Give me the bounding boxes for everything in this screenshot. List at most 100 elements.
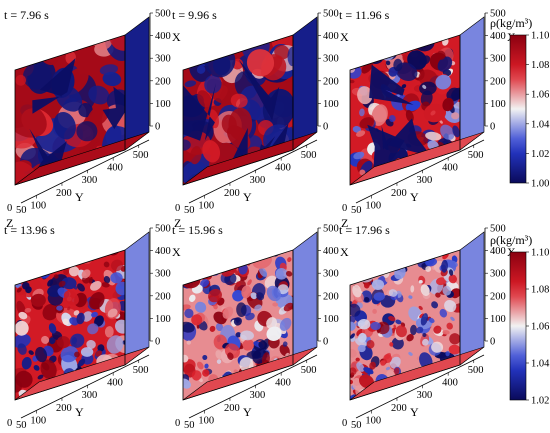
structure <box>353 151 365 160</box>
z-tick-label: 50 <box>16 420 27 431</box>
structure <box>416 254 422 260</box>
structure <box>425 266 432 272</box>
y-axis-label: Y <box>410 190 419 204</box>
structure <box>76 312 85 325</box>
structure <box>265 391 274 397</box>
z-tick-label: 0 <box>7 418 12 429</box>
structure <box>202 140 221 163</box>
y-tick-label: 300 <box>417 390 433 401</box>
structure <box>351 253 365 267</box>
structure <box>397 250 407 258</box>
x-tick-label: 300 <box>155 54 171 65</box>
structure <box>104 326 114 338</box>
structure <box>197 90 212 108</box>
structure <box>81 269 91 279</box>
structure <box>216 359 222 364</box>
structure <box>213 304 218 310</box>
structure <box>88 85 110 105</box>
side-face <box>124 231 150 366</box>
structure <box>401 387 406 393</box>
front-outline <box>14 34 126 186</box>
structure <box>259 267 268 277</box>
structure <box>393 324 397 330</box>
structure <box>441 259 448 273</box>
structure <box>410 324 417 336</box>
z-axis-label: Z <box>174 216 181 230</box>
x-tick-label: 200 <box>323 291 339 302</box>
structure <box>205 35 222 46</box>
structure <box>371 104 388 126</box>
x-tick-label: 0 <box>490 337 495 348</box>
low-density-region <box>183 83 216 141</box>
structure <box>450 316 455 322</box>
structure <box>183 43 194 52</box>
structure <box>245 312 255 321</box>
x-tick-label: 200 <box>155 291 171 302</box>
structure <box>364 258 374 270</box>
z-axis-label: Z <box>6 216 13 230</box>
structure <box>409 250 421 258</box>
structure <box>63 268 69 275</box>
structure <box>192 266 199 275</box>
x-tick-label: 400 <box>490 31 506 42</box>
structure <box>267 250 272 255</box>
y-tick-label: 300 <box>250 390 266 401</box>
structure <box>440 124 455 140</box>
structure <box>68 266 80 277</box>
structure <box>47 279 54 287</box>
structure <box>58 280 66 287</box>
structure <box>403 252 409 259</box>
structure <box>246 49 275 77</box>
structure <box>388 115 396 122</box>
time-label: t = 7.96 s <box>4 8 49 22</box>
structure <box>233 260 239 267</box>
structure <box>425 131 442 141</box>
x-tick-label: 300 <box>323 269 339 280</box>
y-tick-label: 500 <box>301 365 317 376</box>
structure <box>184 80 197 87</box>
structure <box>76 121 98 142</box>
structure <box>391 172 405 185</box>
structure <box>32 267 41 273</box>
structure <box>195 258 203 269</box>
front-outline <box>349 249 461 401</box>
structure <box>217 40 225 49</box>
y-axis-label: Y <box>243 190 252 204</box>
structure <box>350 256 355 262</box>
structure <box>215 350 223 360</box>
structure <box>50 255 66 265</box>
y-axis-label: Y <box>243 405 252 419</box>
structure <box>56 336 71 349</box>
structure <box>393 58 403 72</box>
structure <box>287 46 293 67</box>
structure <box>196 361 204 370</box>
structure <box>266 326 282 341</box>
z-axis-label: Z <box>341 216 348 230</box>
x-tick-label: 400 <box>323 246 339 257</box>
x-tick-label: 300 <box>155 269 171 280</box>
structure <box>69 317 79 326</box>
structure <box>115 319 125 334</box>
structure <box>97 344 105 352</box>
y-tick-label: 200 <box>56 188 72 199</box>
colorbar-upper: 1.10 1.08 1.06 1.04 1.02 1.00 ρ(kg/m³) <box>490 16 550 190</box>
y-axis-line <box>20 354 150 419</box>
structure <box>250 292 258 300</box>
structure <box>15 370 33 388</box>
x-axis-label: X <box>340 245 349 259</box>
structure <box>56 305 63 311</box>
structure <box>435 74 452 90</box>
structure <box>110 272 123 284</box>
structure <box>359 117 374 129</box>
y-tick-label: 500 <box>133 365 149 376</box>
time-label: t = 15.96 s <box>172 223 223 237</box>
structure <box>49 337 56 345</box>
structure <box>215 323 224 332</box>
structure <box>365 252 375 263</box>
structure <box>283 302 293 312</box>
y-tick-label: 400 <box>442 378 458 389</box>
z-tick-label: 50 <box>184 205 195 216</box>
x-tick-label: 0 <box>323 122 328 133</box>
structure <box>15 274 19 279</box>
structure <box>452 125 460 138</box>
